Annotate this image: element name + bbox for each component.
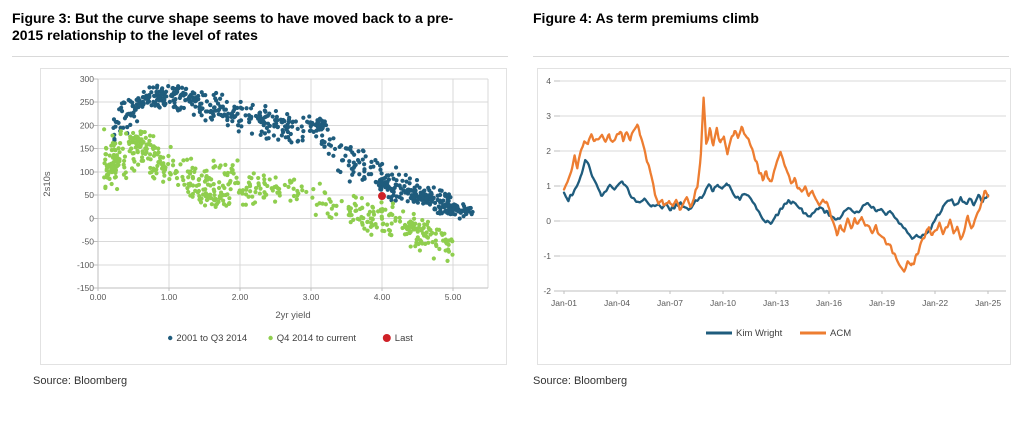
svg-text:2yr yield: 2yr yield	[275, 310, 310, 321]
svg-text:-100: -100	[77, 260, 94, 270]
grid	[94, 78, 489, 291]
svg-text:2001 to Q3 2014: 2001 to Q3 2014	[176, 333, 247, 344]
svg-text:5.00: 5.00	[445, 292, 462, 302]
figure3-chart-panel: 300 250 200 150 100 50 0 -50 -100 -150 0.00 1.00 2.0…	[40, 68, 507, 365]
legend: Kim Wright ACM	[706, 328, 851, 339]
svg-text:Jan-25: Jan-25	[975, 298, 1001, 308]
figure3-block: Figure 3: But the curve shape seems to h…	[12, 10, 508, 387]
svg-text:1: 1	[546, 181, 551, 191]
svg-text:50: 50	[85, 190, 95, 200]
series-acm	[562, 96, 990, 273]
series-q4-2014-to-current	[102, 127, 455, 263]
figure4-title: Figure 4: As term premiums climb	[533, 10, 759, 26]
figure3-title: Figure 3: But the curve shape seems to h…	[12, 10, 454, 43]
svg-text:Jan-13: Jan-13	[763, 298, 789, 308]
svg-text:Kim Wright: Kim Wright	[736, 328, 783, 339]
svg-text:250: 250	[80, 97, 94, 107]
figure4-chart-panel: 4 3 2 1 0 -1 -2 Jan-01 Jan-04 Jan-07 Jan-10 Jan-13 J…	[537, 68, 1011, 365]
svg-text:2.00: 2.00	[232, 292, 249, 302]
svg-text:150: 150	[80, 144, 94, 154]
svg-text:4: 4	[546, 76, 551, 86]
svg-text:Jan-07: Jan-07	[657, 298, 683, 308]
series-last	[378, 192, 386, 201]
svg-text:Q4 2014 to current: Q4 2014 to current	[277, 333, 357, 344]
figure3-source: Source: Bloomberg	[33, 375, 128, 387]
grid	[554, 80, 1006, 294]
series-kim-wright	[562, 158, 990, 240]
svg-text:3.00: 3.00	[303, 292, 320, 302]
svg-text:-1: -1	[543, 251, 551, 261]
svg-text:0: 0	[89, 213, 94, 223]
svg-text:0.00: 0.00	[90, 292, 107, 302]
svg-text:100: 100	[80, 167, 94, 177]
figure4-source: Source: Bloomberg	[533, 375, 628, 387]
series-2001-to-q3-2014	[111, 83, 475, 221]
svg-text:-150: -150	[77, 283, 94, 293]
legend: 2001 to Q3 2014 Q4 2014 to current Last	[168, 333, 413, 344]
svg-text:3: 3	[546, 111, 551, 121]
svg-text:1.00: 1.00	[161, 292, 178, 302]
svg-text:-50: -50	[82, 237, 95, 247]
svg-text:Last: Last	[395, 333, 413, 344]
svg-text:2: 2	[546, 146, 551, 156]
svg-text:2s10s: 2s10s	[42, 171, 53, 197]
svg-text:-2: -2	[543, 286, 551, 296]
svg-text:200: 200	[80, 120, 94, 130]
svg-text:Jan-04: Jan-04	[604, 298, 630, 308]
figure3-top-rule	[12, 56, 508, 57]
svg-text:Jan-10: Jan-10	[710, 298, 736, 308]
svg-text:Jan-01: Jan-01	[551, 298, 577, 308]
figure4-top-rule	[533, 56, 1009, 57]
svg-text:Jan-22: Jan-22	[922, 298, 948, 308]
figure4-block: Figure 4: As term premiums climb 4 3 2 1 0 -1…	[533, 10, 1011, 387]
svg-text:ACM: ACM	[830, 328, 851, 339]
svg-text:4.00: 4.00	[374, 292, 391, 302]
svg-text:Jan-16: Jan-16	[816, 298, 842, 308]
svg-text:Jan-19: Jan-19	[869, 298, 895, 308]
svg-text:0: 0	[546, 216, 551, 226]
svg-text:300: 300	[80, 74, 94, 84]
